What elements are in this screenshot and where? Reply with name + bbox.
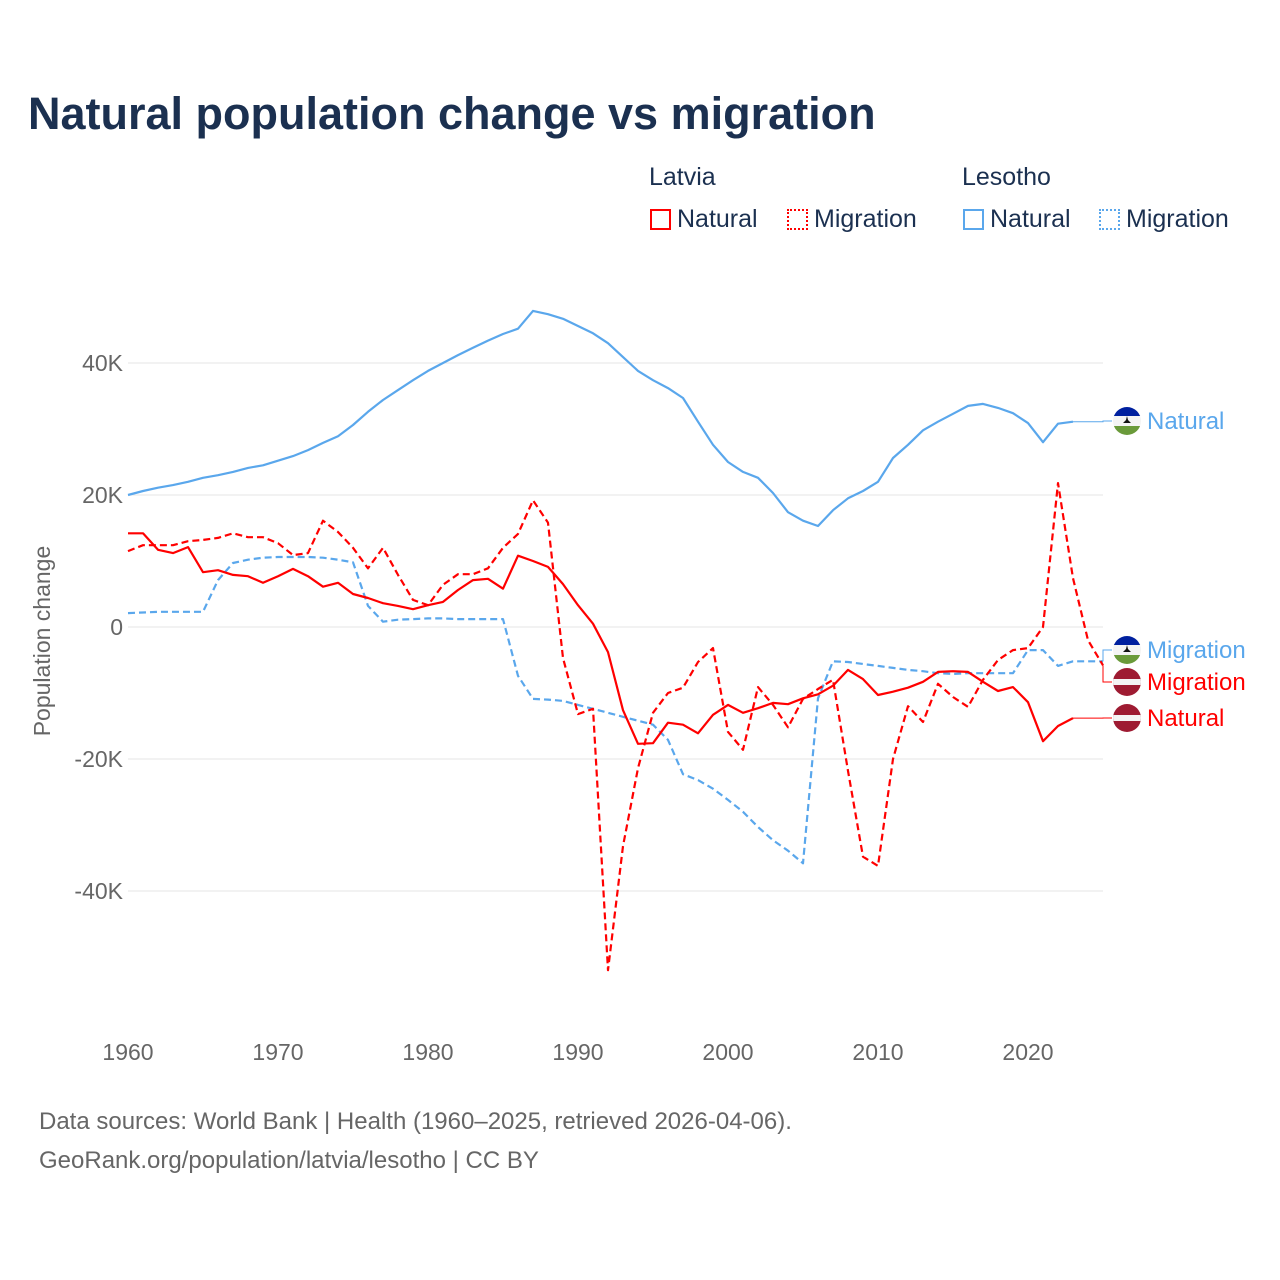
latvia-flag-icon: [1113, 668, 1141, 696]
legend-label: Natural: [677, 205, 758, 233]
end-label: Natural: [1073, 407, 1224, 435]
dotted-swatch-icon: [787, 209, 808, 230]
series-line-latvia-natural[interactable]: [128, 532, 1074, 745]
legend-group-latvia: Latvia: [649, 163, 716, 191]
end-label-text: Migration: [1147, 637, 1246, 664]
legend-label: Migration: [1126, 205, 1229, 233]
legend-latvia-natural[interactable]: Natural: [650, 205, 758, 234]
solid-swatch-icon: [650, 209, 671, 230]
label-connector: [1073, 420, 1112, 423]
x-tick-label: 2000: [702, 1039, 753, 1065]
chart-title: Natural population change vs migration: [28, 88, 876, 139]
x-tick-label: 2020: [1002, 1039, 1053, 1065]
latvia-flag-icon: [1113, 704, 1141, 732]
y-tick-label: 20K: [82, 482, 124, 508]
x-tick-label: 1970: [252, 1039, 303, 1065]
series-line-lesotho-natural[interactable]: [127, 309, 1074, 528]
label-connector: [1102, 665, 1112, 683]
x-tick-label: 1960: [102, 1039, 153, 1065]
end-label: Migration: [1102, 636, 1246, 664]
dotted-swatch-icon: [1099, 209, 1120, 230]
lesotho-flag-icon: [1113, 636, 1141, 664]
end-label-text: Natural: [1147, 408, 1224, 435]
end-label: Migration: [1102, 665, 1246, 696]
legend-latvia-migration[interactable]: Migration: [787, 205, 917, 234]
y-tick-label: -20K: [74, 746, 123, 772]
legend-lesotho-natural[interactable]: Natural: [963, 205, 1071, 234]
legend-group-lesotho: Lesotho: [962, 163, 1051, 191]
footer-url[interactable]: GeoRank.org/population/latvia/lesotho | …: [39, 1147, 539, 1174]
end-label-text: Natural: [1147, 705, 1224, 732]
y-tick-label: 40K: [82, 350, 124, 376]
series-line-latvia-migration[interactable]: [127, 482, 1104, 972]
end-label-text: Migration: [1147, 669, 1246, 696]
lesotho-flag-icon: [1113, 407, 1141, 435]
series-line-lesotho-migration[interactable]: [127, 555, 1103, 865]
legend-label: Natural: [990, 205, 1071, 233]
legend-lesotho-migration[interactable]: Migration: [1099, 205, 1229, 234]
y-axis-label: Population change: [29, 546, 55, 737]
y-tick-label: -40K: [74, 878, 123, 904]
legend-label: Migration: [814, 205, 917, 233]
x-tick-label: 2010: [852, 1039, 903, 1065]
y-tick-label: 0: [110, 614, 123, 640]
solid-swatch-icon: [963, 209, 984, 230]
x-tick-label: 1980: [402, 1039, 453, 1065]
x-tick-label: 1990: [552, 1039, 603, 1065]
end-label: Natural: [1073, 704, 1224, 732]
label-connector: [1102, 649, 1112, 662]
footer-source: Data sources: World Bank | Health (1960–…: [39, 1108, 792, 1135]
